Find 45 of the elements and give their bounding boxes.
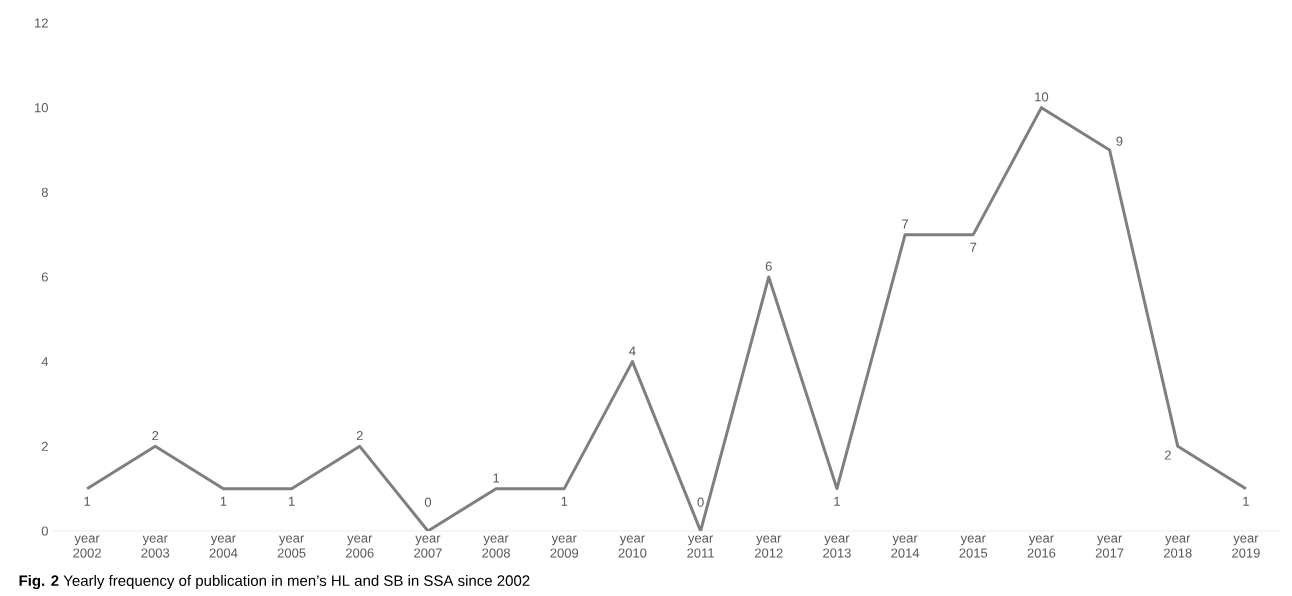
y-tick-label: 10 bbox=[35, 103, 48, 113]
data-label: 1 bbox=[1243, 496, 1249, 506]
data-label: 2 bbox=[152, 431, 159, 441]
x-tick-label: year 2010 bbox=[618, 535, 647, 558]
x-tick-label: year 2006 bbox=[345, 535, 374, 558]
x-tick-label: year 2013 bbox=[823, 535, 851, 558]
x-tick-label: year 2015 bbox=[959, 535, 988, 558]
data-label: 1 bbox=[288, 496, 295, 506]
x-tick-label: year 2014 bbox=[891, 535, 920, 558]
data-label: 1 bbox=[834, 496, 840, 506]
x-tick-label: year 2002 bbox=[73, 535, 101, 558]
data-label: 1 bbox=[561, 496, 568, 506]
y-tick-label: 8 bbox=[41, 187, 48, 197]
data-label: 2 bbox=[356, 431, 363, 441]
x-tick-label: year 2009 bbox=[550, 535, 579, 558]
x-tick-label: year 2004 bbox=[209, 535, 238, 558]
data-label: 10 bbox=[1035, 92, 1049, 102]
text: Fig. 2 Yearly frequency of publication in men’s HL and SB in SSA since 2002 bbox=[19, 574, 530, 589]
data-label: 1 bbox=[493, 473, 500, 483]
data-label: 7 bbox=[970, 242, 977, 252]
data-label: 6 bbox=[765, 261, 772, 271]
data-label: 1 bbox=[84, 496, 91, 506]
y-tick-label: 0 bbox=[41, 526, 48, 536]
data-label: 9 bbox=[1116, 136, 1123, 146]
x-tick-label: year 2011 bbox=[687, 535, 714, 558]
y-tick-label: 12 bbox=[35, 18, 48, 28]
x-tick-label: year 2016 bbox=[1027, 535, 1056, 558]
x-tick-label: year 2003 bbox=[141, 535, 170, 558]
x-tick-label: year 2018 bbox=[1163, 535, 1192, 558]
data-label: 0 bbox=[697, 497, 704, 507]
x-tick-label: year 2017 bbox=[1095, 535, 1124, 558]
data-label: 2 bbox=[1164, 450, 1171, 460]
data-label: 4 bbox=[629, 346, 636, 356]
x-tick-label: year 2012 bbox=[754, 535, 783, 558]
line-series bbox=[85, 106, 1248, 531]
data-label: 0 bbox=[424, 497, 432, 507]
data-label: 1 bbox=[220, 496, 227, 506]
x-tick-label: year 2008 bbox=[482, 535, 510, 558]
x-tick-label: year 2019 bbox=[1232, 535, 1260, 558]
data-label: 7 bbox=[902, 219, 909, 229]
x-tick-label: year 2007 bbox=[414, 535, 442, 558]
x-tick-label: year 2005 bbox=[277, 535, 306, 558]
y-tick-label: 2 bbox=[41, 441, 48, 451]
y-tick-label: 6 bbox=[41, 272, 48, 282]
y-tick-label: 4 bbox=[41, 357, 49, 367]
